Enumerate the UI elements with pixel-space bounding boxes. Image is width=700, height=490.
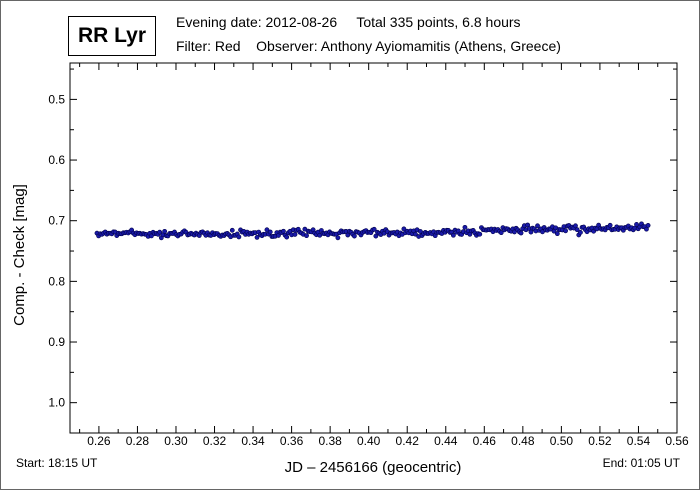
data-point (518, 230, 524, 236)
y-tick-label: 1.0 (48, 396, 65, 410)
data-point (574, 227, 580, 233)
data-point (292, 232, 298, 237)
data-points (94, 221, 651, 241)
plot-area (69, 62, 678, 434)
data-point (335, 235, 341, 241)
data-point (371, 226, 377, 232)
data-point (229, 227, 235, 233)
total-points: Total 335 points, 6.8 hours (356, 14, 521, 30)
data-point (304, 233, 309, 239)
x-tick-label: 0.44 (434, 434, 458, 448)
data-point (281, 228, 286, 234)
data-point (351, 233, 357, 239)
data-point (450, 232, 456, 238)
start-time: Start: 18:15 UT (16, 456, 98, 470)
filter-label: Filter: Red (176, 38, 241, 54)
x-tick-label: 0.56 (665, 434, 689, 448)
data-point (528, 229, 534, 235)
data-point (162, 228, 168, 234)
x-tick-label: 0.34 (241, 434, 265, 448)
data-point (498, 230, 504, 236)
data-point (267, 229, 273, 235)
y-tick-label: 0.6 (48, 153, 65, 167)
data-point (373, 233, 379, 239)
y-axis-title: Comp. - Check [mag] (11, 184, 28, 326)
x-tick-label: 0.38 (318, 434, 342, 448)
x-tick-label: 0.26 (87, 434, 111, 448)
y-tick-label: 0.7 (48, 214, 65, 228)
x-tick-label: 0.46 (473, 434, 497, 448)
x-tick-label: 0.40 (357, 434, 381, 448)
data-point (284, 234, 290, 240)
data-point (157, 229, 163, 235)
y-axis-ticks: 0.5 0.6 0.7 0.8 0.9 1.0 (48, 68, 677, 410)
data-point (645, 223, 651, 228)
x-tick-label: 0.52 (588, 434, 612, 448)
x-tick-label: 0.54 (627, 434, 651, 448)
evening-date: Evening date: 2012-08-26 (176, 14, 338, 30)
data-point (634, 222, 639, 227)
data-point (578, 230, 583, 235)
data-point (264, 227, 270, 233)
x-tick-label: 0.32 (203, 434, 227, 448)
data-point (607, 222, 613, 228)
data-point (563, 228, 568, 234)
info-line-1: Evening date: 2012-08-26 Total 335 point… (176, 14, 521, 30)
x-tick-label: 0.48 (511, 434, 535, 448)
x-axis-ticks: 0.26 0.28 0.30 0.32 0.34 0.36 0.38 0.40 0.42 0.44… (79, 63, 689, 448)
x-tick-label: 0.30 (164, 434, 188, 448)
data-point (413, 231, 418, 237)
data-point (535, 223, 540, 229)
star-name: RR Lyr (77, 24, 147, 47)
star-name-box: RR Lyr (68, 16, 156, 56)
x-axis-title: JD – 2456166 (geocentric) (285, 459, 462, 476)
data-point (254, 235, 260, 240)
data-point (236, 234, 242, 240)
y-tick-label: 0.5 (48, 92, 65, 106)
y-tick-label: 0.9 (48, 335, 65, 349)
x-tick-label: 0.28 (126, 434, 150, 448)
x-tick-label: 0.42 (396, 434, 420, 448)
y-tick-label: 0.8 (48, 274, 65, 288)
end-time: End: 01:05 UT (602, 456, 680, 470)
info-line-2: Filter: Red Observer: Anthony Ayiomamiti… (176, 38, 561, 54)
data-point (477, 231, 483, 237)
data-point (554, 231, 560, 237)
x-tick-label: 0.36 (280, 434, 304, 448)
observer-label: Observer: Anthony Ayiomamitis (Athens, G… (256, 38, 561, 54)
data-point (462, 224, 468, 230)
x-tick-label: 0.50 (550, 434, 574, 448)
